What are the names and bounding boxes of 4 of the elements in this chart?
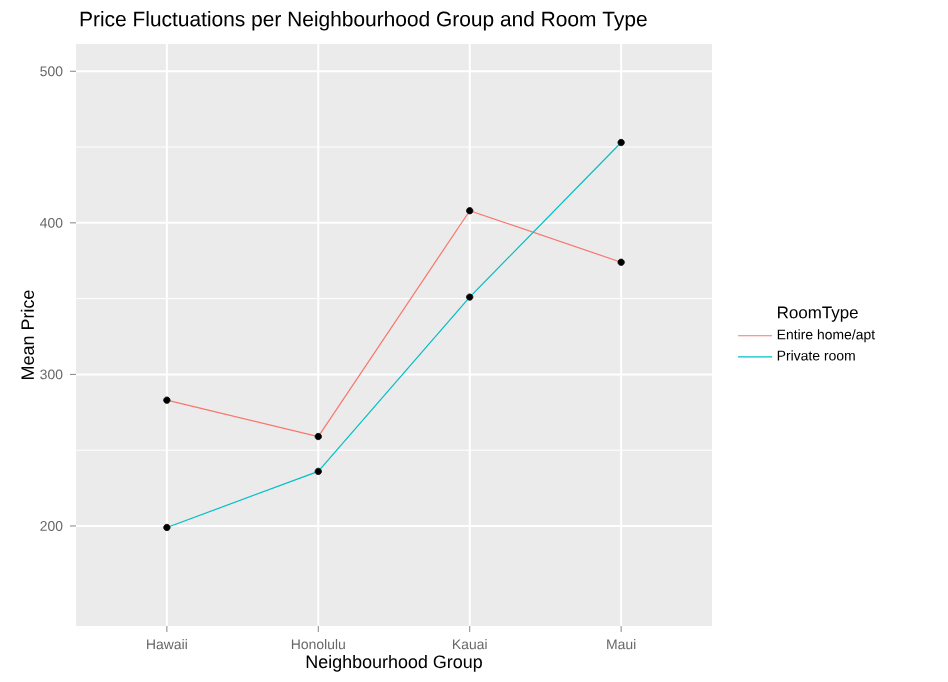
x-axis-title: Neighbourhood Group [306, 654, 482, 672]
y-axis-title: Mean Price [20, 290, 35, 379]
chart-title: Price Fluctuations per Neighbourhood Group and Room Type [80, 11, 647, 31]
legend-title: RoomType [778, 306, 858, 322]
